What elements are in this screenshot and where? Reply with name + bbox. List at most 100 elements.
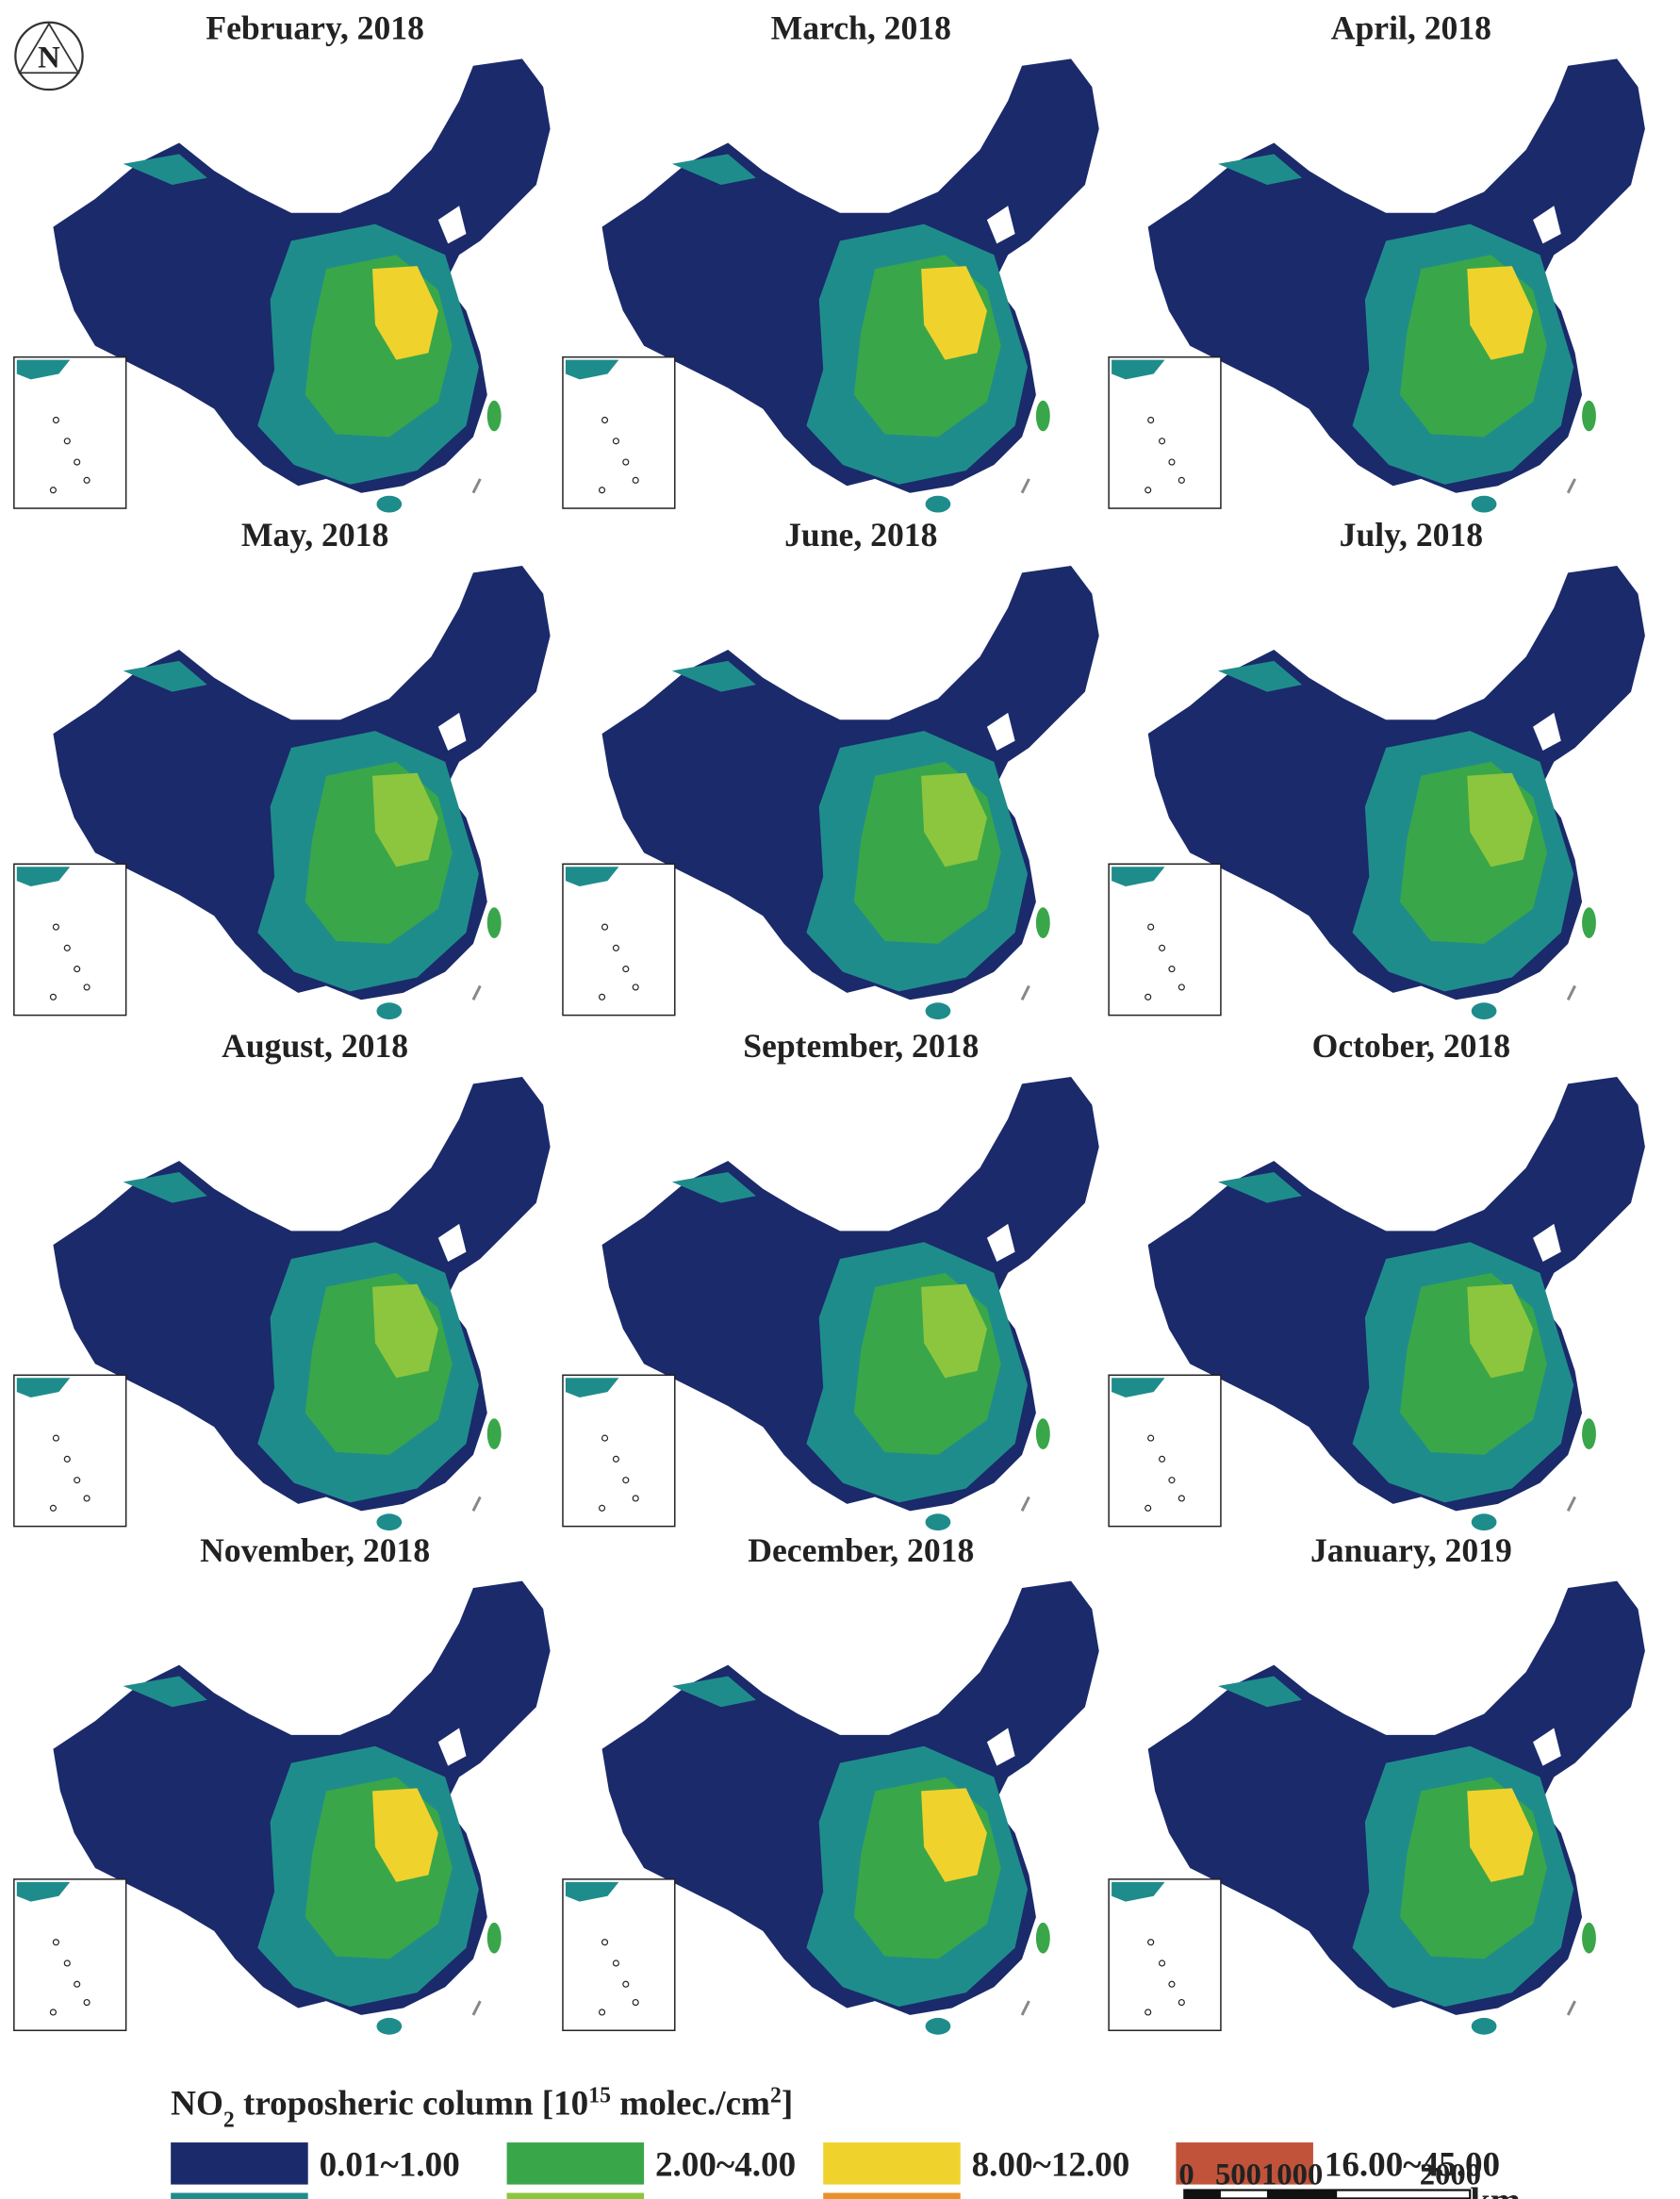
dash-line — [1020, 984, 1030, 1000]
bohai-sea — [437, 712, 467, 751]
scale-label: 500 — [1215, 2158, 1261, 2192]
inset-island — [612, 438, 619, 445]
inset-island — [52, 1939, 59, 1946]
inset-island — [1178, 1495, 1185, 1502]
inset-island — [598, 487, 606, 494]
dash-line — [471, 984, 482, 1000]
northwest-band — [123, 660, 207, 692]
taiwan — [1035, 1418, 1050, 1449]
legend-label: 2.00~4.00 — [655, 2146, 796, 2185]
china-map — [1147, 1076, 1645, 1531]
taiwan — [1035, 907, 1050, 938]
inset-island — [83, 984, 91, 991]
region-core — [1467, 266, 1534, 360]
hainan — [376, 495, 403, 513]
legend-label: 16.00~45.00 — [1325, 2146, 1500, 2185]
inset-land — [565, 1881, 619, 1902]
china-map — [1147, 1580, 1645, 2035]
legend-swatch — [823, 2142, 961, 2185]
inset-island — [632, 1495, 639, 1502]
dash-line — [1020, 2000, 1030, 2016]
hainan — [1471, 1513, 1497, 1531]
inset-frame — [1108, 1374, 1222, 1528]
panel-title: August, 2018 — [222, 1027, 408, 1065]
map-panel: October, 2018 — [1108, 1027, 1645, 1531]
inset-frame — [562, 355, 676, 509]
inset-island — [1147, 1434, 1155, 1442]
inset-land — [16, 1881, 71, 1902]
inset-island — [632, 476, 639, 484]
inset-island — [52, 1434, 59, 1442]
legend-title-part: ] — [782, 2084, 793, 2123]
scale-label: 0 — [1178, 2158, 1194, 2192]
northwest-band — [1217, 1676, 1303, 1708]
scale-label: 1000 — [1261, 2158, 1323, 2192]
china-map — [53, 58, 551, 513]
legend-swatch — [1176, 2142, 1313, 2185]
northwest-band — [1217, 154, 1303, 186]
inset-frame — [13, 1878, 127, 2031]
hainan — [376, 1513, 403, 1531]
region-core — [372, 1283, 438, 1379]
taiwan — [486, 400, 502, 432]
inset-island — [74, 966, 81, 973]
inset-island — [632, 1998, 639, 2007]
panel-title: April, 2018 — [1331, 9, 1491, 47]
inset-island — [601, 1434, 609, 1442]
region-core — [1467, 1788, 1534, 1882]
inset-frame — [13, 863, 127, 1017]
legend-label: 0.01~1.00 — [320, 2146, 460, 2185]
map-panel: May, 2018 — [13, 516, 551, 1020]
legend-swatch — [171, 2192, 308, 2199]
inset-island — [1158, 1959, 1166, 1967]
region-core — [372, 772, 438, 868]
inset-island — [612, 944, 619, 951]
bohai-sea — [986, 1728, 1015, 1766]
hainan — [925, 1002, 951, 1020]
inset-island — [83, 1998, 91, 2007]
taiwan — [1035, 400, 1050, 432]
inset-island — [1158, 438, 1166, 445]
inset-island — [598, 2009, 606, 2016]
inset-frame — [562, 863, 676, 1017]
china-map — [1147, 58, 1645, 513]
inset-frame — [562, 1878, 676, 2031]
inset-frame — [1108, 1878, 1222, 2031]
taiwan — [1582, 1418, 1596, 1449]
china-map — [53, 1580, 551, 2035]
northwest-band — [123, 1171, 207, 1203]
bohai-sea — [986, 1223, 1015, 1262]
south-sea-inset — [13, 355, 127, 509]
south-sea-inset — [562, 863, 676, 1017]
inset-frame — [1108, 863, 1222, 1017]
legend-title-part: 15 — [588, 2083, 611, 2108]
taiwan — [1582, 400, 1596, 432]
inset-island — [1145, 993, 1152, 1000]
inset-island — [622, 1477, 630, 1484]
northwest-band — [123, 1676, 207, 1708]
map-panel: September, 2018 — [562, 1027, 1099, 1531]
panel-title: October, 2018 — [1312, 1027, 1510, 1065]
legend-title-part: 2 — [223, 2108, 235, 2132]
legend-label: 8.00~12.00 — [972, 2146, 1130, 2185]
northwest-band — [1217, 1171, 1303, 1203]
region-core — [1467, 772, 1534, 868]
inset-island — [622, 1980, 630, 1988]
region-core — [1467, 1283, 1534, 1379]
inset-island — [1147, 1939, 1155, 1946]
inset-island — [598, 1504, 606, 1512]
south-sea-inset — [1108, 1878, 1222, 2031]
panel-title: May, 2018 — [241, 516, 388, 554]
map-panel: November, 2018 — [13, 1531, 551, 2035]
inset-land — [565, 1378, 619, 1398]
south-sea-inset — [562, 355, 676, 509]
inset-island — [1168, 966, 1176, 973]
hainan — [925, 2017, 951, 2035]
inset-land — [16, 359, 71, 380]
south-sea-inset — [562, 1878, 676, 2031]
china-map — [601, 1580, 1099, 2035]
region-core — [921, 1788, 987, 1882]
bohai-sea — [437, 1223, 467, 1262]
dash-line — [471, 2000, 482, 2016]
south-sea-inset — [13, 1878, 127, 2031]
